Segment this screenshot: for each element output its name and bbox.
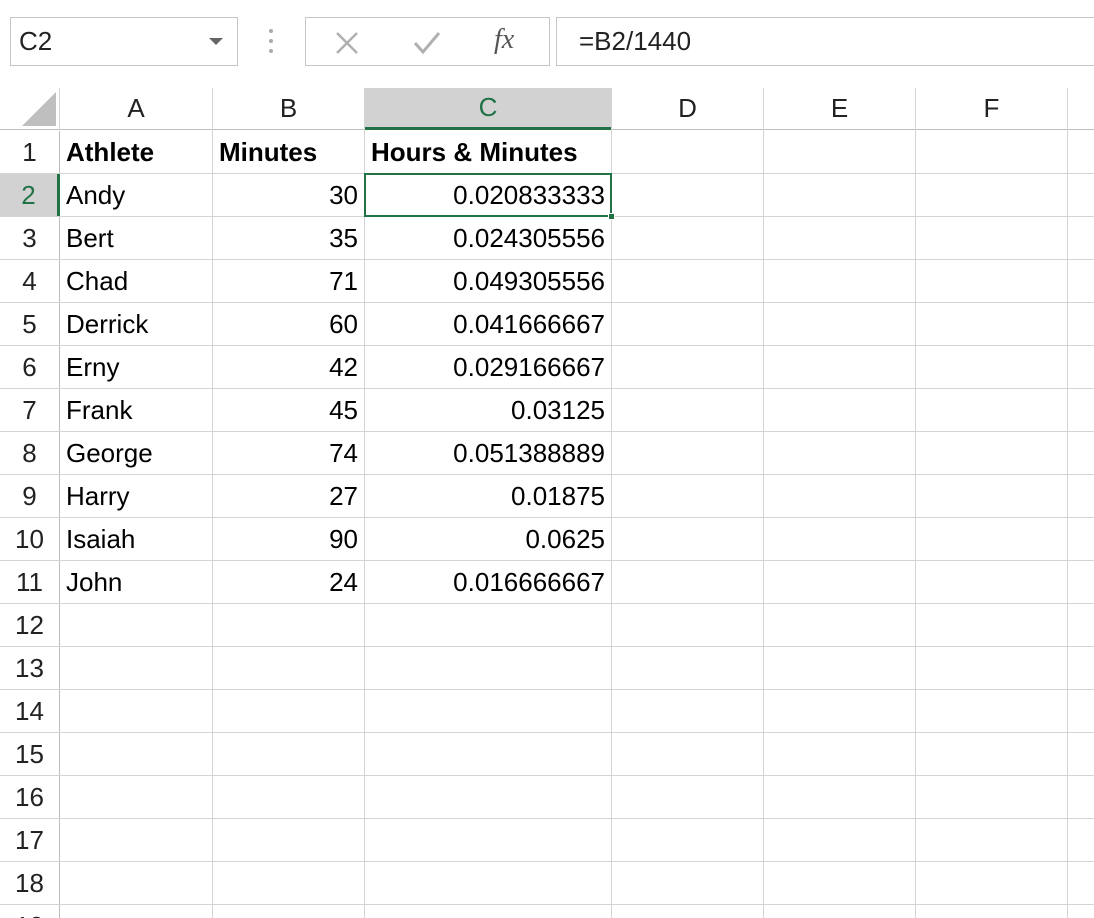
formula-input[interactable]: =B2/1440 xyxy=(556,17,1094,66)
row-header[interactable]: 15 xyxy=(0,733,60,775)
row-header[interactable]: 2 xyxy=(0,174,60,216)
grid-line xyxy=(0,388,1094,389)
grid-line xyxy=(212,88,213,918)
grid-line xyxy=(0,689,1094,690)
row-header[interactable]: 16 xyxy=(0,776,60,818)
column-header[interactable]: B xyxy=(213,88,364,130)
cell[interactable]: 90 xyxy=(329,524,358,554)
cell[interactable]: 0.041666667 xyxy=(453,309,605,339)
cell[interactable]: Bert xyxy=(66,223,114,253)
row-header[interactable]: 12 xyxy=(0,604,60,646)
cell[interactable]: Frank xyxy=(66,395,133,425)
cell[interactable]: 74 xyxy=(329,438,358,468)
cancel-button[interactable] xyxy=(334,30,360,56)
row-header[interactable]: 11 xyxy=(0,561,60,603)
grid-line xyxy=(0,302,1094,303)
grid-line xyxy=(763,88,764,918)
dropdown-arrow[interactable] xyxy=(208,37,224,47)
cell[interactable]: Athlete xyxy=(66,137,155,167)
cell[interactable]: 27 xyxy=(329,481,358,511)
row-header[interactable]: 7 xyxy=(0,389,60,431)
grid-line xyxy=(1067,88,1068,918)
cell[interactable]: John xyxy=(66,567,123,597)
cell[interactable]: 0.020833333 xyxy=(453,180,605,210)
insert-function[interactable]: fx xyxy=(494,24,515,55)
grid-line xyxy=(0,861,1094,862)
cell[interactable]: 24 xyxy=(329,567,358,597)
row-header[interactable]: 4 xyxy=(0,260,60,302)
cell[interactable]: 0.016666667 xyxy=(453,567,605,597)
worksheet-grid: ABCDEF12345678910111213141516171819Athle… xyxy=(0,88,1094,918)
cell[interactable]: Derrick xyxy=(66,309,149,339)
grid-line xyxy=(0,431,1094,432)
grip xyxy=(269,29,273,53)
formula-text: =B2/1440 xyxy=(579,26,692,56)
grid-line xyxy=(0,904,1094,905)
row-header[interactable]: 10 xyxy=(0,518,60,560)
cell[interactable]: 30 xyxy=(329,180,358,210)
grid-line xyxy=(0,560,1094,561)
grid-line xyxy=(611,88,612,918)
column-header[interactable]: C xyxy=(365,88,611,130)
cell[interactable]: Isaiah xyxy=(66,524,136,554)
cell[interactable]: 71 xyxy=(329,266,358,296)
row-header[interactable]: 13 xyxy=(0,647,60,689)
grid-line xyxy=(0,517,1094,518)
grid-line xyxy=(915,88,916,918)
column-header[interactable]: A xyxy=(60,88,212,130)
cell[interactable]: 45 xyxy=(329,395,358,425)
row-header[interactable]: 6 xyxy=(0,346,60,388)
formula-buttons: fx xyxy=(305,17,550,66)
column-header[interactable]: F xyxy=(916,88,1067,130)
cell[interactable]: 0.049305556 xyxy=(453,266,605,296)
name-box-text: C2 xyxy=(19,26,53,56)
grid-line xyxy=(0,775,1094,776)
grid-line xyxy=(0,474,1094,475)
cell[interactable]: George xyxy=(66,438,153,468)
grid-line xyxy=(364,88,365,918)
row-header[interactable]: 8 xyxy=(0,432,60,474)
cell[interactable]: Chad xyxy=(66,266,129,296)
cell[interactable]: Hours & Minutes xyxy=(371,137,578,167)
cell[interactable]: Minutes xyxy=(219,137,318,167)
cell[interactable]: 0.029166667 xyxy=(453,352,605,382)
row-header[interactable]: 5 xyxy=(0,303,60,345)
column-header[interactable]: E xyxy=(764,88,915,130)
grid-line xyxy=(0,732,1094,733)
row-header[interactable]: 17 xyxy=(0,819,60,861)
row-header[interactable]: 18 xyxy=(0,862,60,904)
grid-line xyxy=(0,603,1094,604)
grid-line xyxy=(0,818,1094,819)
cell[interactable]: 0.01875 xyxy=(511,481,605,511)
cell[interactable]: Harry xyxy=(66,481,130,511)
enter-button[interactable] xyxy=(412,30,442,56)
selected-cell[interactable] xyxy=(364,173,612,217)
cell[interactable]: 60 xyxy=(329,309,358,339)
fill-handle[interactable] xyxy=(608,213,615,220)
row-header[interactable]: 1 xyxy=(0,131,60,173)
grid-line xyxy=(0,345,1094,346)
grid-line xyxy=(0,259,1094,260)
grid-line xyxy=(0,646,1094,647)
cell[interactable]: 0.051388889 xyxy=(453,438,605,468)
cell[interactable]: 0.03125 xyxy=(511,395,605,425)
row-header[interactable]: 14 xyxy=(0,690,60,732)
cell[interactable]: 0.024305556 xyxy=(453,223,605,253)
cell[interactable]: Andy xyxy=(66,180,126,210)
cell[interactable]: 42 xyxy=(329,352,358,382)
cell[interactable]: 0.0625 xyxy=(525,524,605,554)
cell[interactable]: 35 xyxy=(329,223,358,253)
name-box[interactable]: C2 xyxy=(10,17,238,66)
column-header[interactable]: D xyxy=(612,88,763,130)
row-header[interactable]: 9 xyxy=(0,475,60,517)
select-all[interactable] xyxy=(0,88,60,130)
cell[interactable]: Erny xyxy=(66,352,120,382)
column-header-filler xyxy=(1068,88,1094,130)
row-header[interactable]: 19 xyxy=(0,905,60,918)
row-header[interactable]: 3 xyxy=(0,217,60,259)
